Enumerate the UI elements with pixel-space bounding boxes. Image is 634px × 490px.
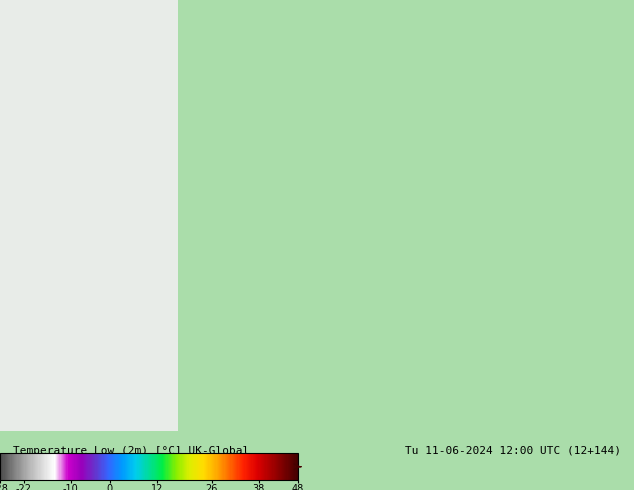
- FancyBboxPatch shape: [178, 0, 634, 431]
- Text: Temperature Low (2m) [°C] UK-Global: Temperature Low (2m) [°C] UK-Global: [13, 446, 249, 456]
- Text: Tu 11-06-2024 12:00 UTC (12+144): Tu 11-06-2024 12:00 UTC (12+144): [405, 446, 621, 456]
- FancyBboxPatch shape: [0, 0, 178, 431]
